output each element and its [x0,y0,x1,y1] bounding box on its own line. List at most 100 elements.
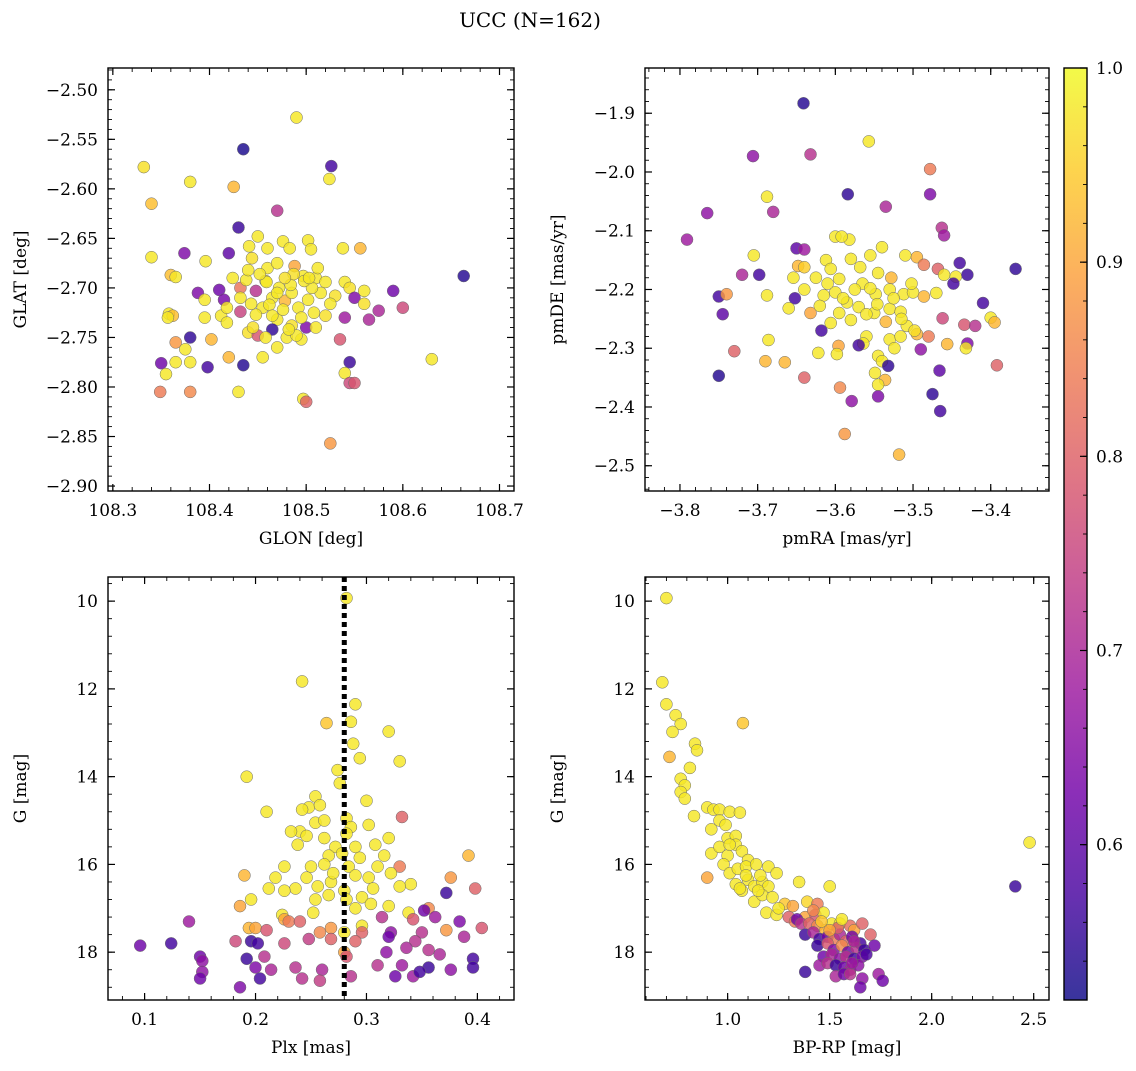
panel-bprp-g: 1.0 1.5 2.0 2.5 10 12 14 16 18 BP-RP [mag] G [mag] [548,576,1050,1058]
data-point [680,233,694,246]
x-tick-label: −3.5 [892,501,933,521]
data-point [220,316,234,329]
data-point [183,331,197,344]
data-point [362,313,376,326]
data-point [382,930,395,944]
data-point [413,965,426,979]
data-point [660,591,673,605]
data-point [309,893,322,906]
data-point [313,974,327,987]
data-point [323,172,336,186]
data-point [833,381,847,394]
colorbar-tick-label: 1.0 [1096,59,1123,79]
data-point [838,427,851,441]
y-tick-label: −2.1 [594,222,635,242]
data-point [749,858,763,871]
data-point [953,256,966,270]
data-point [752,268,766,282]
data-point [278,884,291,897]
data-point [242,240,256,253]
scatter-points [680,97,1022,461]
data-point [295,803,309,816]
data-point [862,135,876,148]
data-point [760,906,773,919]
data-point [278,271,292,285]
y-tick-label: 12 [76,680,98,700]
data-point [364,897,378,911]
data-point [417,904,431,917]
data-point [894,330,907,343]
data-point [815,915,828,928]
data-point [719,818,732,832]
data-point [259,331,272,344]
colorbar-tick-label: 0.9 [1096,253,1123,273]
data-point [936,312,949,325]
data-point [137,160,151,174]
data-point [153,385,167,399]
data-point [229,934,242,948]
data-point [346,737,360,750]
data-point [444,871,458,884]
data-point [917,290,931,303]
data-point [258,950,271,963]
data-point [198,311,211,324]
data-point [319,309,332,322]
data-point [807,904,820,917]
y-tick-label: −2.80 [46,378,98,398]
data-point [220,301,234,314]
data-point [832,306,846,320]
data-point [754,869,767,882]
data-point [234,291,247,305]
data-point [770,866,783,880]
data-point [666,725,679,739]
data-point [338,311,352,324]
data-point [324,921,338,935]
data-point [295,311,308,324]
data-point [372,304,385,317]
data-point [302,271,316,285]
data-point [687,809,701,823]
data-point [728,344,741,358]
colorbar-tick-label: 0.8 [1096,447,1123,467]
data-point [844,313,858,327]
x-axis: 108.3 108.4 108.5 108.6 108.7 [88,68,524,521]
data-point [400,941,413,955]
y-axis-label: pmDE [mas/yr] [548,214,568,344]
data-point [1009,262,1022,276]
data-point [270,341,284,354]
data-point [349,934,362,948]
data-point [362,818,375,832]
data-point [433,948,446,961]
data-point [835,913,849,926]
data-point [145,250,158,264]
y-axis: −2.5 −2.4 −2.3 −2.2 −2.1 −2.0 −1.9 [594,77,1049,490]
data-point [879,315,893,329]
data-point [860,307,873,321]
y-tick-label: 14 [76,768,98,788]
data-point [282,323,296,336]
data-point [366,882,380,895]
data-point [205,333,218,346]
data-point [798,283,811,296]
data-point [362,871,375,884]
data-point [804,148,817,161]
data-point [868,939,881,952]
data-point [386,284,400,298]
data-point [313,926,327,939]
data-point [237,142,250,156]
data-point [290,111,303,124]
data-point [797,97,810,110]
data-point [357,297,371,311]
data-point [892,448,906,461]
data-point [881,359,895,373]
data-point [318,814,331,827]
data-point [249,961,262,974]
data-point [876,974,889,987]
data-point [233,981,247,994]
y-tick-label: 12 [613,680,635,700]
data-point [179,343,192,356]
data-point [393,755,406,768]
data-point [240,770,253,783]
